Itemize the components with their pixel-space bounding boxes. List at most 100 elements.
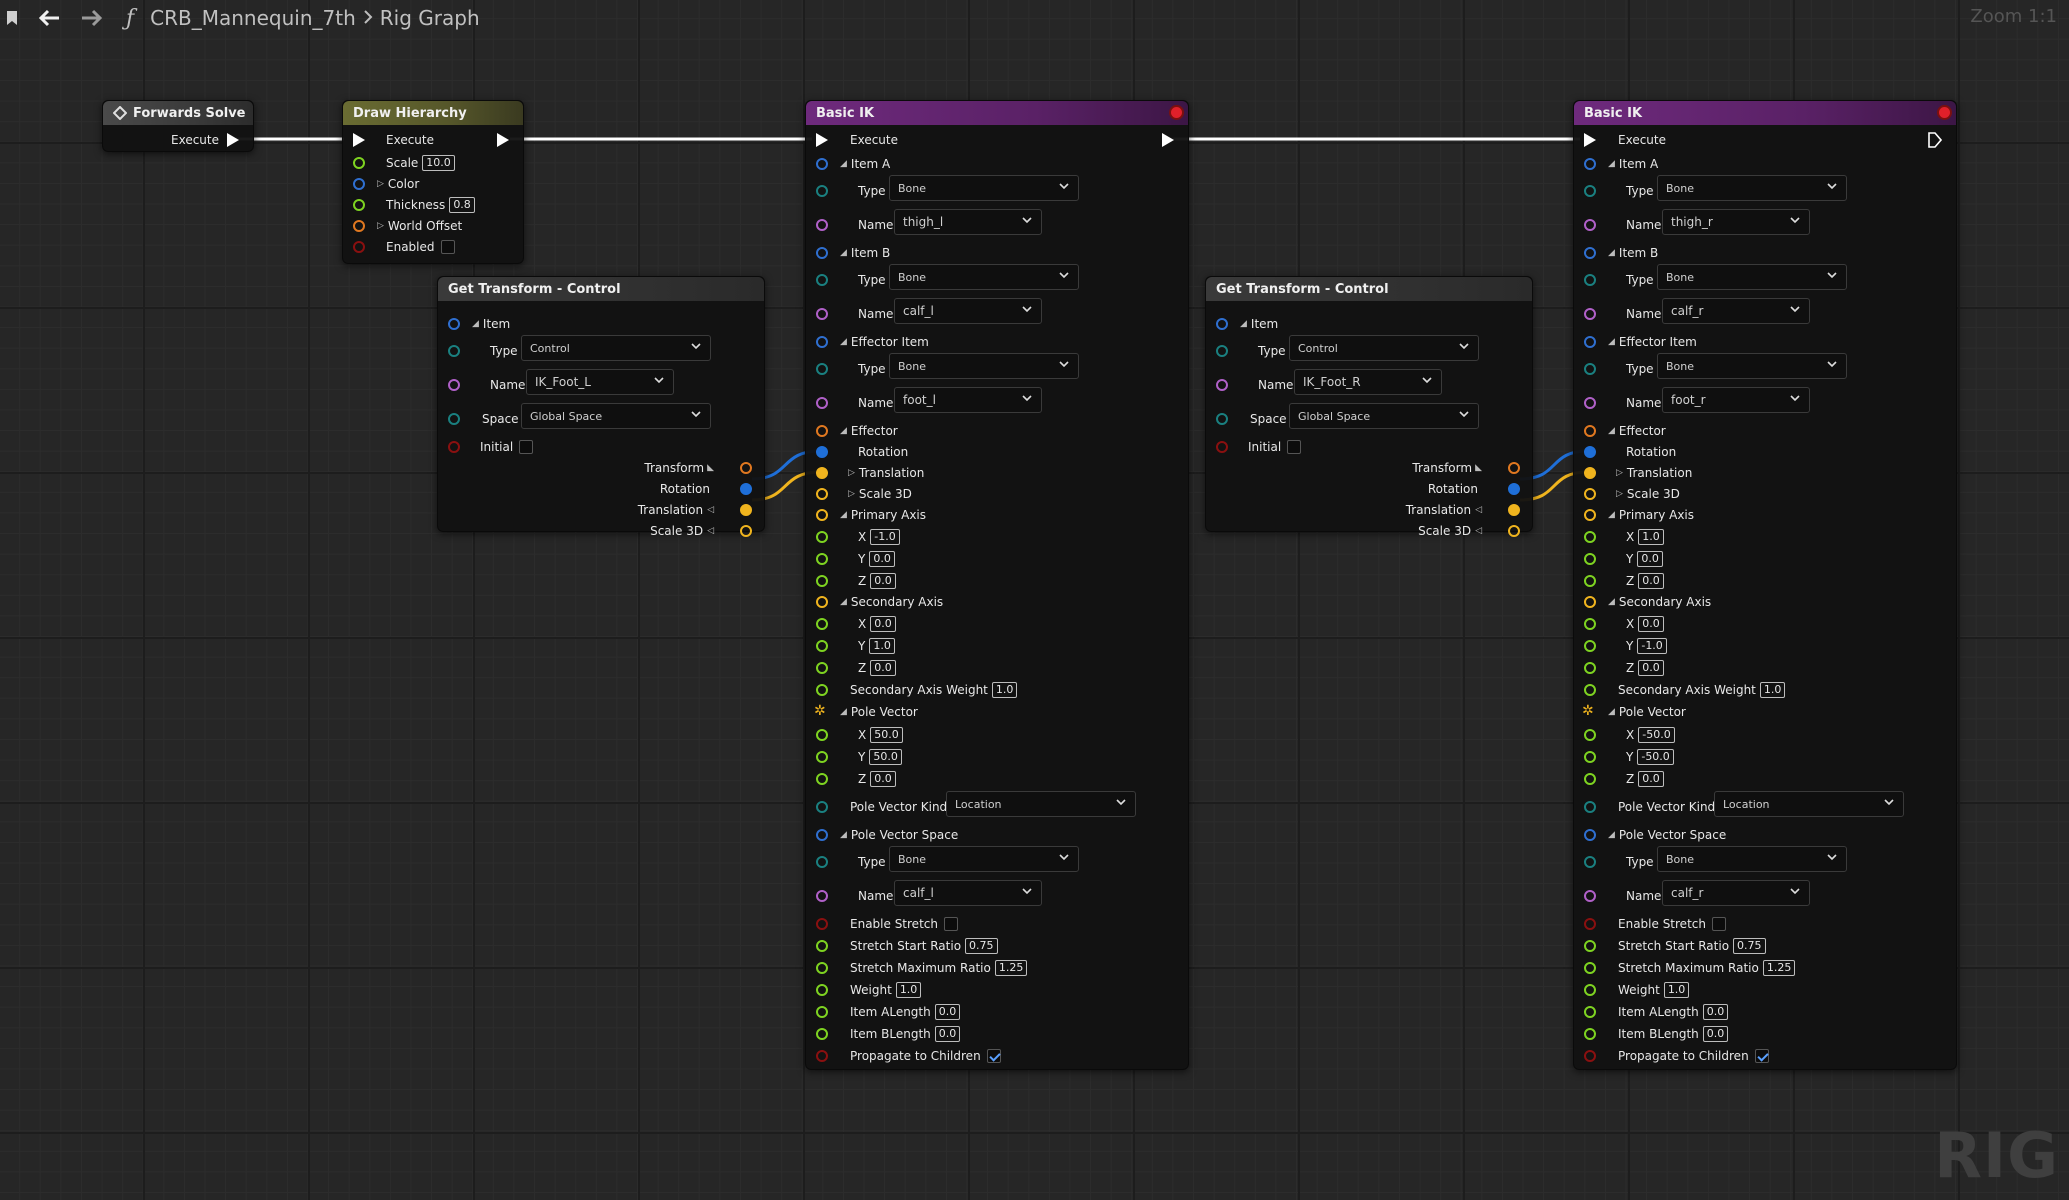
rotation-out-pin[interactable] [740, 483, 752, 495]
name-dropdown[interactable]: IK_Foot_L [526, 369, 674, 395]
collapse-arrow-icon[interactable]: ◢ [1608, 159, 1615, 169]
pole-y-pin[interactable] [816, 751, 828, 763]
pole-vector-space-pin[interactable] [1584, 829, 1596, 841]
secondary-x-input[interactable]: 0.0 [870, 616, 896, 632]
enable-stretch-pin[interactable] [816, 918, 828, 930]
effector-item-pin[interactable] [1584, 336, 1596, 348]
collapse-arrow-icon[interactable]: ◢ [1608, 597, 1615, 607]
pole-x-pin[interactable] [1584, 729, 1596, 741]
stretch-start-input[interactable]: 0.75 [965, 938, 998, 954]
enable-stretch-pin[interactable] [1584, 918, 1596, 930]
collapse-arrow-icon[interactable]: ◢ [840, 597, 847, 607]
pole-space-type-dropdown[interactable]: Bone [1657, 846, 1847, 872]
pole-space-type-pin[interactable] [816, 856, 828, 868]
expand-arrow-icon[interactable]: ◁ [707, 526, 714, 536]
thickness-input[interactable]: 0.8 [449, 197, 475, 213]
scale-input[interactable]: 10.0 [422, 155, 455, 171]
propagate-checkbox[interactable] [986, 1049, 1001, 1063]
initial-pin[interactable] [1216, 441, 1228, 453]
enabled-pin[interactable] [353, 241, 365, 253]
stretch-max-input[interactable]: 1.25 [1762, 960, 1796, 976]
pole-vector-kind-pin[interactable] [816, 801, 828, 813]
effector-item-type-pin[interactable] [1584, 363, 1596, 375]
scale3d-in-pin[interactable] [816, 488, 828, 500]
primary-z-pin[interactable] [816, 575, 828, 587]
item-a-pin[interactable] [816, 158, 828, 170]
weight-input[interactable]: 1.0 [1663, 982, 1690, 998]
basic-ik-header[interactable]: Basic IK [1574, 101, 1956, 125]
pole-x-input[interactable]: 50.0 [870, 727, 903, 743]
item-blength-pin[interactable] [816, 1028, 828, 1040]
pole-vector-kind-dropdown[interactable]: Location [1714, 791, 1904, 817]
pole-vector-pin-icon[interactable]: ✲ [1582, 703, 1594, 719]
pole-y-input[interactable]: -50.0 [1637, 749, 1674, 765]
translation-out-pin[interactable] [740, 504, 752, 516]
primary-x-input[interactable]: -1.0 [870, 529, 900, 545]
secondary-y-input[interactable]: -1.0 [1637, 638, 1667, 654]
secondary-z-pin[interactable] [816, 662, 828, 674]
execute-in-pin[interactable] [1584, 133, 1596, 147]
effector-item-type-pin[interactable] [816, 363, 828, 375]
pole-z-input[interactable]: 0.0 [870, 771, 896, 787]
item-b-pin[interactable] [816, 247, 828, 259]
pole-z-pin[interactable] [816, 773, 828, 785]
stretch-max-pin[interactable] [1584, 962, 1596, 974]
collapse-arrow-icon[interactable]: ◢ [840, 830, 847, 840]
expand-arrow-icon[interactable]: ▷ [848, 489, 855, 499]
translation-out-pin[interactable] [1508, 504, 1520, 516]
item-b-name-dropdown[interactable]: calf_r [1662, 298, 1810, 324]
name-dropdown[interactable]: IK_Foot_R [1294, 369, 1442, 395]
scale-pin[interactable] [353, 157, 365, 169]
item-a-type-pin[interactable] [1584, 185, 1596, 197]
pole-z-pin[interactable] [1584, 773, 1596, 785]
rotation-in-pin[interactable] [1584, 446, 1596, 458]
secondary-z-pin[interactable] [1584, 662, 1596, 674]
pole-y-input[interactable]: 50.0 [869, 749, 902, 765]
expand-arrow-icon[interactable]: ◣ [707, 463, 714, 473]
pole-vector-space-pin[interactable] [816, 829, 828, 841]
primary-x-pin[interactable] [1584, 531, 1596, 543]
transform-out-pin[interactable] [740, 462, 752, 474]
weight-pin[interactable] [1584, 984, 1596, 996]
item-blength-input[interactable]: 0.0 [934, 1026, 961, 1042]
item-a-name-pin[interactable] [816, 219, 828, 231]
item-b-type-pin[interactable] [816, 274, 828, 286]
thickness-pin[interactable] [353, 199, 365, 211]
initial-checkbox[interactable] [519, 440, 534, 454]
collapse-arrow-icon[interactable]: ◢ [1608, 830, 1615, 840]
type-dropdown[interactable]: Control [1289, 335, 1479, 361]
expand-arrow-icon[interactable]: ▷ [377, 179, 384, 189]
item-b-name-pin[interactable] [1584, 308, 1596, 320]
get-transform-control-node-right[interactable]: Get Transform - Control ◢ Item Type Cont… [1205, 276, 1533, 538]
collapse-arrow-icon[interactable]: ◢ [840, 707, 847, 717]
secondary-weight-pin[interactable] [1584, 684, 1596, 696]
execute-out-pin-icon[interactable] [1928, 132, 1943, 151]
item-alength-input[interactable]: 0.0 [1702, 1004, 1729, 1020]
rotation-in-pin[interactable] [816, 446, 828, 458]
secondary-x-pin[interactable] [816, 618, 828, 630]
stretch-max-pin[interactable] [816, 962, 828, 974]
primary-x-pin[interactable] [816, 531, 828, 543]
propagate-checkbox[interactable] [1754, 1049, 1769, 1063]
effector-item-name-dropdown[interactable]: foot_r [1662, 387, 1810, 413]
item-alength-input[interactable]: 0.0 [934, 1004, 961, 1020]
pole-space-name-dropdown[interactable]: calf_r [1662, 880, 1810, 906]
primary-y-input[interactable]: 0.0 [1637, 551, 1663, 567]
scale3d-out-pin[interactable] [1508, 525, 1520, 537]
breadcrumb-current[interactable]: Rig Graph [379, 6, 480, 30]
collapse-arrow-icon[interactable]: ◢ [840, 426, 847, 436]
collapse-arrow-icon[interactable]: ◢ [1608, 426, 1615, 436]
primary-z-input[interactable]: 0.0 [870, 573, 896, 589]
space-pin[interactable] [1216, 413, 1228, 425]
primary-y-pin[interactable] [816, 553, 828, 565]
basic-ik-node-right[interactable]: Basic IK Execute ◢ Item A Type Bone Name … [1573, 100, 1957, 1070]
rotation-out-pin[interactable] [1508, 483, 1520, 495]
primary-y-input[interactable]: 0.0 [869, 551, 895, 567]
expand-arrow-icon[interactable]: ▷ [848, 468, 855, 478]
expand-arrow-icon[interactable]: ▷ [1616, 468, 1623, 478]
pole-x-pin[interactable] [816, 729, 828, 741]
weight-input[interactable]: 1.0 [895, 982, 922, 998]
pole-space-name-pin[interactable] [1584, 890, 1596, 902]
item-a-name-dropdown[interactable]: thigh_r [1662, 209, 1810, 235]
enable-stretch-checkbox[interactable] [1711, 917, 1726, 931]
